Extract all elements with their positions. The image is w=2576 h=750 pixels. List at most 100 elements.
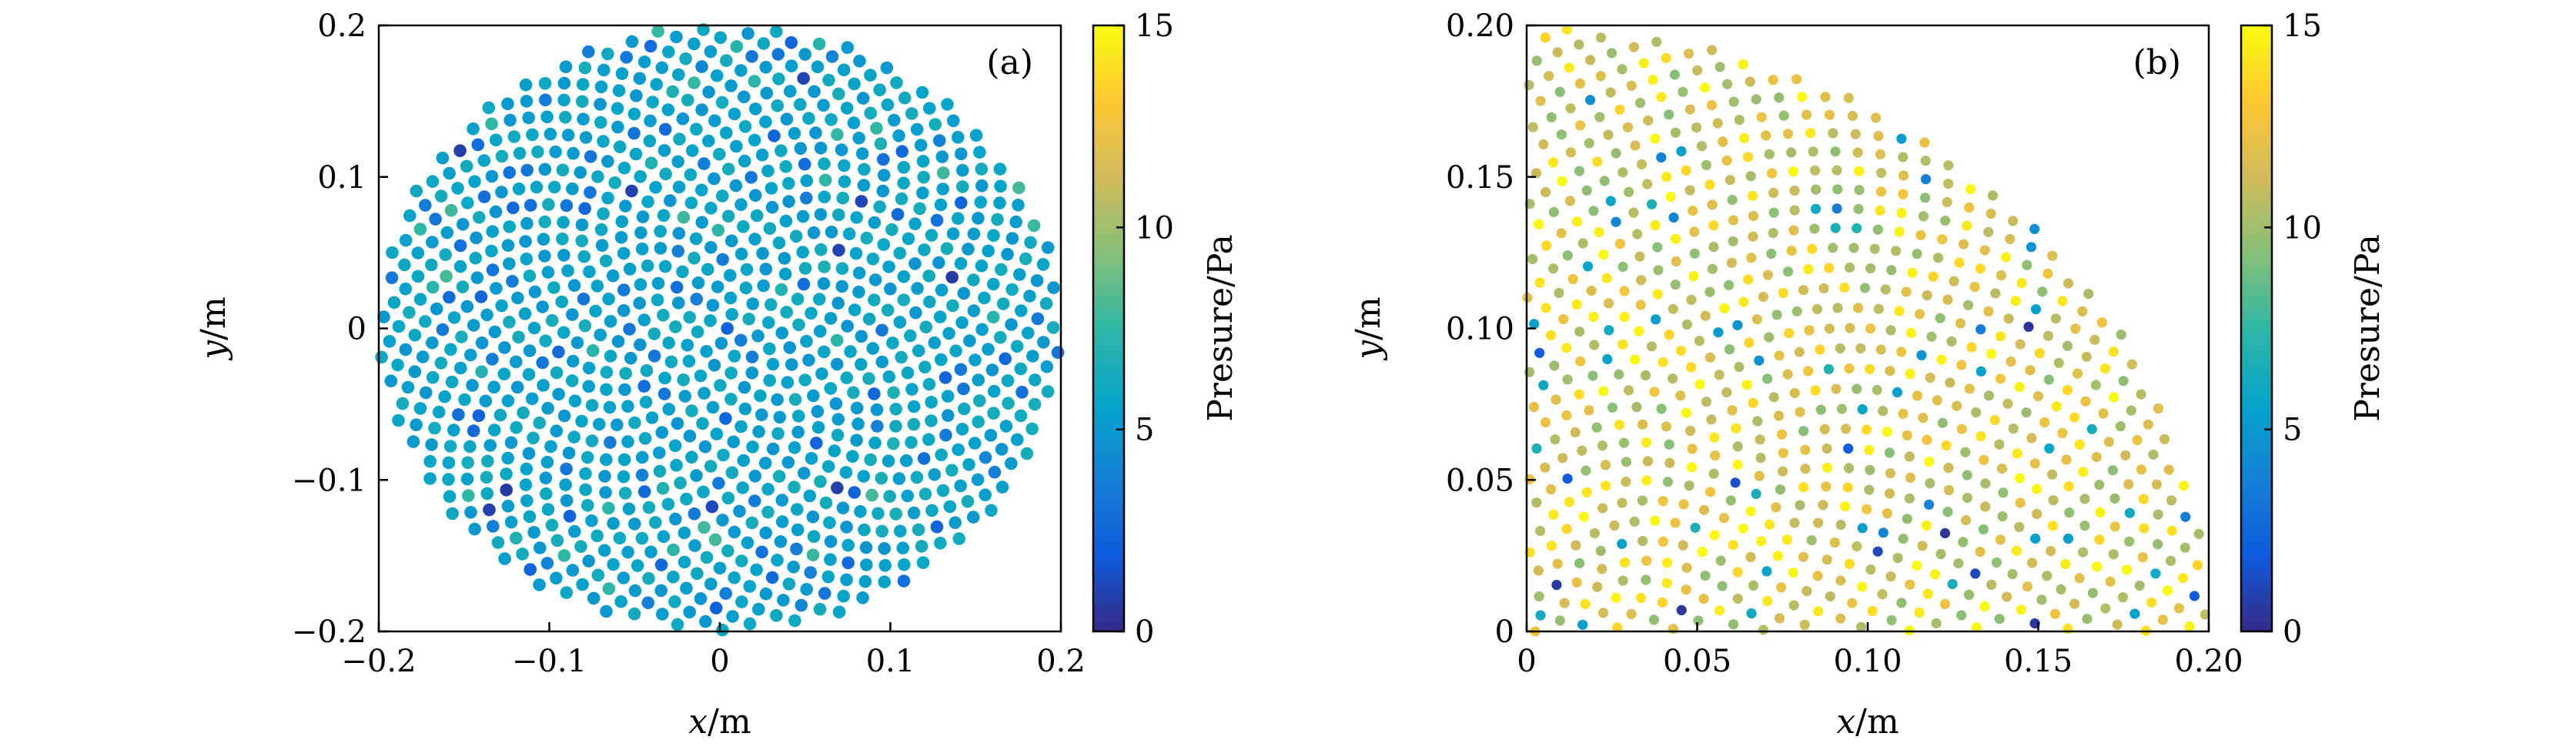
scatter-point [489, 133, 503, 147]
scatter-point [1847, 110, 1858, 122]
scatter-point [2092, 561, 2103, 572]
scatter-point [1990, 288, 2001, 299]
scatter-point [540, 455, 554, 469]
scatter-point [1599, 176, 1610, 186]
scatter-point [594, 328, 607, 342]
scatter-point [619, 367, 632, 380]
scatter-point [722, 162, 735, 176]
scatter-point [2047, 250, 2058, 261]
scatter-point [419, 315, 432, 328]
scatter-point [501, 97, 514, 111]
scatter-point [1699, 504, 1710, 515]
scatter-point [1714, 370, 1725, 380]
scatter-point [1791, 74, 1802, 85]
scatter-point [512, 182, 526, 196]
scatter-point [1926, 331, 1937, 342]
scatter-point [444, 343, 457, 357]
scatter-point [522, 111, 535, 125]
scatter-point [1783, 266, 1794, 277]
scatter-point [2090, 380, 2101, 390]
scatter-point [585, 514, 598, 527]
scatter-point [617, 304, 631, 317]
scatter-point [1696, 141, 1708, 152]
scatter-point [1598, 386, 1609, 397]
scatter-point [1781, 534, 1793, 545]
scatter-point [1612, 622, 1623, 633]
scatter-point [802, 353, 815, 367]
scatter-point [1598, 249, 1609, 260]
scatter-point [728, 525, 741, 539]
scatter-point [1650, 515, 1661, 526]
scatter-point [2008, 216, 2019, 226]
scatter-point [1678, 86, 1688, 97]
scatter-points-a [375, 23, 1065, 637]
scatter-point [2150, 568, 2161, 579]
scatter-point [618, 487, 632, 500]
scatter-point [1597, 440, 1607, 451]
scatter-point [524, 563, 537, 576]
scatter-point [1836, 403, 1847, 414]
scatter-point [1786, 147, 1797, 158]
scatter-point [1825, 591, 1835, 602]
scatter-point [954, 479, 967, 493]
scatter-point [2100, 603, 2111, 614]
scatter-point [651, 25, 664, 38]
scatter-point [541, 401, 554, 415]
scatter-point [462, 489, 475, 502]
scatter-point [925, 414, 938, 427]
scatter-point [1891, 246, 1902, 256]
scatter-point [550, 534, 564, 547]
scatter-point [1591, 422, 1602, 433]
y-tick-label: 0.15 [1446, 160, 1514, 196]
colorbar-label-b: Presure/Pa [2348, 234, 2387, 421]
scatter-point [1766, 248, 1777, 259]
scatter-point [1634, 98, 1646, 109]
scatter-point [1727, 405, 1738, 416]
scatter-points-b [1522, 24, 2210, 637]
scatter-point [503, 220, 516, 233]
scatter-point [1540, 32, 1551, 43]
scatter-point [1684, 49, 1694, 59]
scatter-point [1758, 624, 1768, 635]
scatter-point [456, 218, 470, 231]
scatter-point [2074, 439, 2085, 450]
scatter-point [875, 524, 888, 538]
scatter-point [2126, 405, 2136, 416]
scatter-point [1804, 325, 1815, 336]
scatter-point [1631, 402, 1642, 413]
scatter-point [1732, 567, 1743, 578]
scatter-point [2180, 511, 2191, 522]
scatter-point [790, 542, 803, 556]
scatter-point [644, 156, 658, 169]
scatter-point [647, 327, 661, 340]
scatter-point [501, 499, 515, 513]
scatter-point [1755, 434, 1765, 445]
scatter-point [539, 334, 552, 348]
scatter-point [876, 184, 890, 198]
scatter-point [1734, 361, 1745, 373]
scatter-point [784, 85, 797, 98]
scatter-point [528, 285, 542, 299]
scatter-point [583, 265, 596, 279]
scatter-point [483, 439, 497, 452]
scatter-point [1009, 215, 1022, 229]
scatter-point [721, 544, 734, 557]
scatter-point [602, 293, 615, 306]
scatter-point [1905, 579, 1915, 590]
scatter-point [852, 266, 866, 280]
scatter-point [771, 99, 785, 112]
scatter-point [694, 369, 708, 383]
scatter-point [671, 155, 684, 169]
scatter-point [1699, 82, 1711, 93]
scatter-point [1701, 159, 1711, 170]
scatter-point [1839, 282, 1850, 293]
scatter-point [836, 501, 850, 514]
scatter-point [547, 180, 561, 194]
scatter-point [475, 336, 489, 350]
scatter-point [794, 142, 808, 155]
scatter-point [2069, 412, 2080, 423]
scatter-point [1829, 537, 1840, 548]
scatter-point [539, 93, 552, 107]
scatter-point [1864, 444, 1875, 455]
scatter-point [557, 326, 570, 340]
